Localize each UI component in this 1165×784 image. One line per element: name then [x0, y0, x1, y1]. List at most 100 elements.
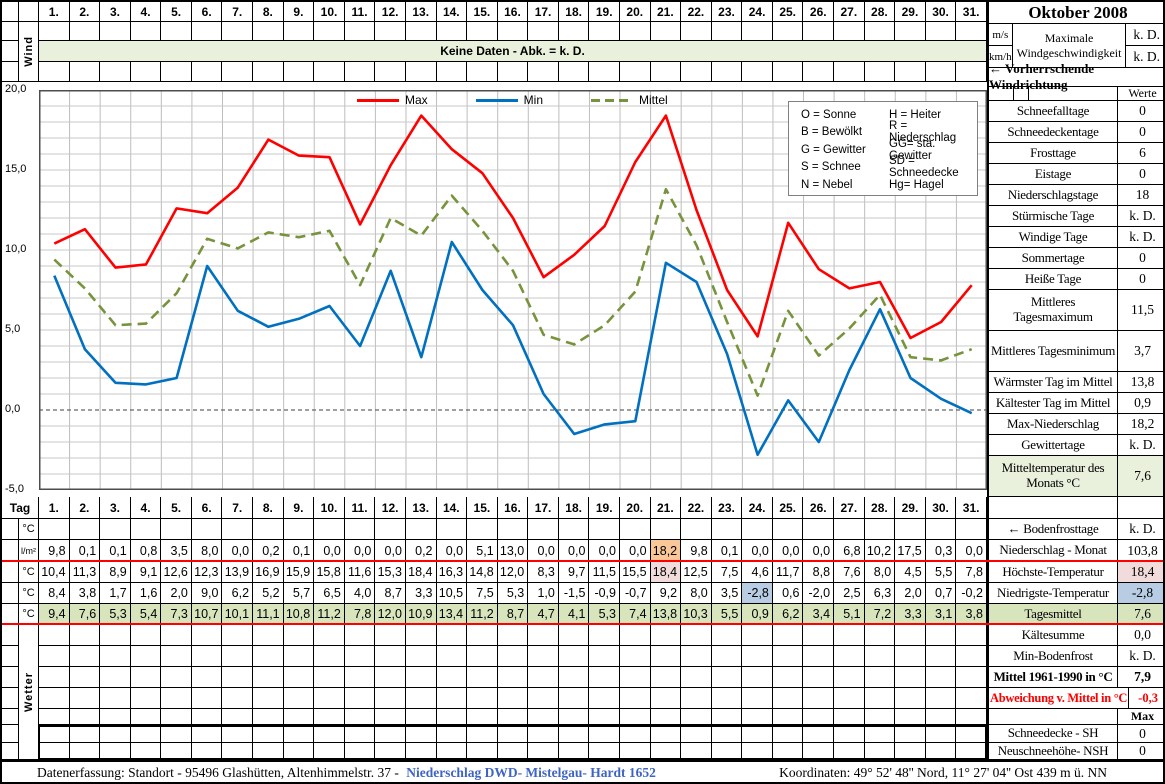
grid-cell	[283, 667, 315, 688]
value-cell: 8,0	[191, 540, 223, 562]
grid-cell	[130, 62, 162, 82]
grid-cell	[283, 688, 315, 709]
grid-cell	[497, 667, 529, 688]
value-cell: 4,0	[344, 583, 376, 604]
value-cell: 17,5	[895, 540, 926, 562]
grid-cell	[222, 646, 254, 667]
grid-cell	[375, 625, 406, 646]
grid-cell	[619, 62, 651, 82]
grid-cell	[558, 709, 590, 725]
grid-cell	[253, 743, 284, 760]
value-cell: 6,3	[864, 583, 896, 604]
value-cell: 5,3	[589, 604, 620, 625]
wetter-row	[2, 688, 987, 709]
value-cell: 0,6	[772, 583, 804, 604]
precipitation-source-link[interactable]: Niederschlag DWD- Mistelgau- Hardt 1652	[406, 765, 656, 780]
day-header: 20.	[619, 497, 651, 519]
grid-cell	[253, 646, 284, 667]
value-cell: 0,0	[956, 540, 987, 562]
snow-row-nsh	[2, 743, 987, 760]
grid-cell	[772, 725, 804, 743]
value-cell: 12,0	[497, 562, 529, 583]
sidebar-row-label: Kältester Tag im Mittel	[989, 393, 1118, 414]
grid-cell	[834, 725, 865, 743]
sidebar-row-label: Abweichung v. Mittel in °C	[989, 688, 1130, 709]
value-cell: 8,3	[528, 562, 559, 583]
month-title: Oktober 2008	[989, 2, 1163, 24]
grid-cell	[191, 625, 223, 646]
grid-cell	[895, 709, 926, 725]
grid-cell	[803, 743, 835, 760]
grid-cell	[619, 625, 651, 646]
grid-cell	[100, 22, 131, 41]
red-separator-line	[2, 560, 1163, 562]
day-header: 29.	[895, 497, 926, 519]
day-header: 4.	[130, 497, 162, 519]
day-header: 26.	[803, 2, 835, 22]
value-cell: 9,8	[39, 540, 70, 562]
weather-code: N = Nebel	[801, 178, 853, 191]
grid-cell	[2, 709, 19, 725]
sidebar-row-value: 0	[1118, 743, 1163, 760]
grid-cell	[253, 625, 284, 646]
day-header: 3.	[100, 2, 131, 22]
day-header: 16.	[497, 497, 529, 519]
sidebar-row-label: Gewittertage	[989, 435, 1118, 456]
value-cell: 5,3	[100, 604, 131, 625]
value-cell: 0,2	[253, 540, 284, 562]
grid-cell	[742, 625, 773, 646]
temperature-chart	[39, 90, 987, 490]
grid-cell	[558, 646, 590, 667]
grid-cell	[772, 646, 804, 667]
value-cell: 4,6	[742, 562, 773, 583]
table-row-min-temp: °C 8,4 3,8 1,7 1,6 2,0 9,0 6,2 5,2 5,7 6,5 4,0 8,7 3…	[2, 583, 987, 604]
day-header: 27.	[834, 497, 865, 519]
value-cell: 5,2	[253, 583, 284, 604]
grid-cell	[69, 743, 101, 760]
sidebar-row: Schneedecke - SH 0	[989, 725, 1163, 743]
grid-cell	[895, 625, 926, 646]
grid-cell	[711, 62, 743, 82]
grid-cell	[222, 725, 254, 743]
grid-cell	[436, 667, 468, 688]
value-cell	[681, 519, 712, 540]
value-cell: 1,0	[528, 583, 559, 604]
value-cell: 10,1	[222, 604, 254, 625]
grid-cell	[772, 743, 804, 760]
grid-cell	[681, 646, 712, 667]
grid-cell	[100, 62, 131, 82]
sidebar-row-value: 103,8	[1118, 540, 1163, 562]
keine-daten-row: Keine Daten - Abk. = k. D.	[2, 41, 987, 62]
grid-cell	[772, 22, 804, 41]
value-cell	[497, 519, 529, 540]
day-header: 13.	[405, 2, 437, 22]
grid-cell	[191, 688, 223, 709]
grid-cell	[283, 22, 315, 41]
sidebar-row-label: Sommertage	[989, 248, 1118, 269]
value-cell: 11,6	[344, 562, 376, 583]
weather-code: Hg= Hagel	[889, 178, 944, 191]
grid-cell	[803, 725, 835, 743]
sidebar-row-value: 13,8	[1118, 372, 1163, 393]
grid-cell	[191, 725, 223, 743]
value-cell: 10,4	[39, 562, 70, 583]
sidebar-row: Wärmster Tag im Mittel 13,8	[989, 372, 1163, 393]
day-header: 9.	[283, 497, 315, 519]
value-cell: 9,8	[681, 540, 712, 562]
sidebar-row-value: 3,7	[1118, 331, 1163, 372]
sidebar-row-label: Schneedeckentage	[989, 122, 1118, 143]
value-cell: 0,0	[314, 540, 345, 562]
value-cell: 16,3	[436, 562, 468, 583]
sidebar-row-value: 6	[1118, 143, 1163, 164]
grid-cell	[558, 62, 590, 82]
sidebar-row: Mittel 1961-1990 in °C 7,9	[989, 667, 1163, 688]
grid-cell	[589, 667, 620, 688]
grid-cell	[69, 646, 101, 667]
grid-cell	[344, 62, 376, 82]
grid-cell	[467, 709, 498, 725]
value-cell: 8,7	[375, 583, 406, 604]
sidebar-row: Max-Niederschlag 18,2	[989, 414, 1163, 435]
day-header: 4.	[130, 2, 162, 22]
grid-cell	[314, 62, 345, 82]
grid-cell	[619, 22, 651, 41]
